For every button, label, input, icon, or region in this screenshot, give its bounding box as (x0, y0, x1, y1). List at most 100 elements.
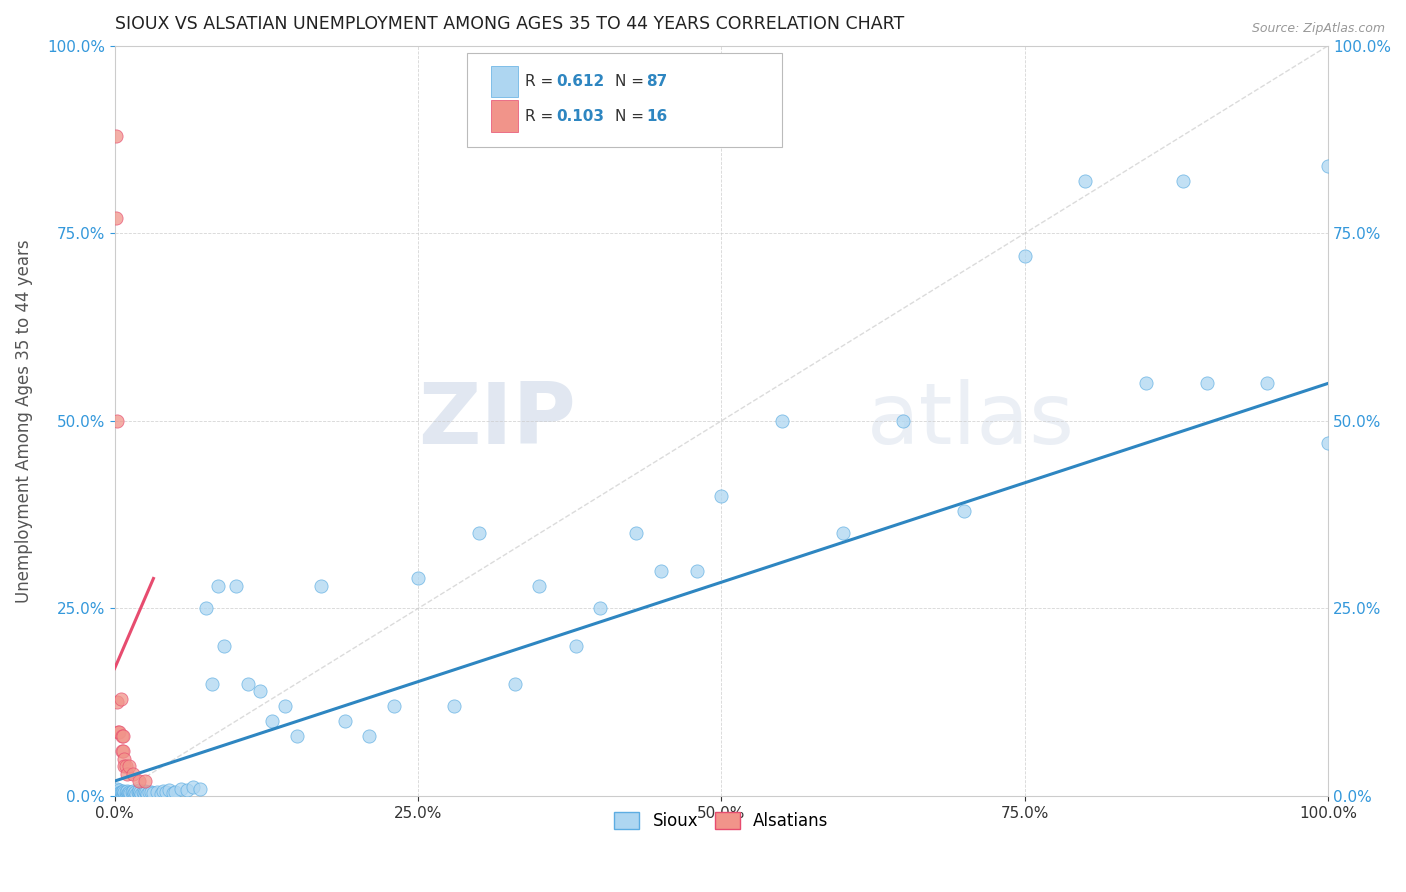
Text: SIOUX VS ALSATIAN UNEMPLOYMENT AMONG AGES 35 TO 44 YEARS CORRELATION CHART: SIOUX VS ALSATIAN UNEMPLOYMENT AMONG AGE… (115, 15, 904, 33)
Point (273, 699, 295, 714)
Point (114, 785, 136, 799)
Point (105, 695, 128, 709)
Point (1171, 174, 1194, 188)
Point (129, 785, 152, 799)
Point (1195, 376, 1218, 391)
Point (207, 579, 229, 593)
Legend: Sioux, Alsatians: Sioux, Alsatians (607, 805, 835, 837)
Point (1014, 249, 1036, 263)
Point (382, 699, 405, 714)
Point (121, 784, 143, 798)
Point (831, 526, 853, 541)
Point (225, 579, 247, 593)
Point (650, 564, 672, 578)
Point (122, 786, 145, 800)
Point (105, 414, 128, 428)
Text: N =: N = (614, 109, 648, 124)
Point (132, 786, 155, 800)
Point (176, 783, 198, 797)
Point (105, 781, 128, 796)
Point (770, 414, 793, 428)
Point (157, 783, 180, 797)
Text: R =: R = (524, 74, 558, 89)
Point (128, 786, 150, 800)
Point (467, 526, 489, 541)
Point (107, 785, 129, 799)
Point (285, 729, 308, 743)
FancyBboxPatch shape (467, 54, 782, 147)
Point (118, 784, 141, 798)
Point (212, 639, 235, 653)
Point (134, 774, 156, 789)
Point (112, 784, 135, 798)
Text: ZIP: ZIP (418, 379, 575, 462)
Point (626, 526, 648, 541)
Point (136, 787, 159, 801)
Text: R =: R = (524, 109, 558, 124)
Point (121, 766, 143, 780)
Point (529, 579, 551, 593)
Point (262, 714, 284, 728)
Point (138, 784, 160, 798)
Text: atlas: atlas (868, 379, 1076, 462)
Point (139, 785, 162, 799)
Point (135, 785, 157, 799)
FancyBboxPatch shape (491, 66, 517, 97)
Text: 87: 87 (647, 74, 668, 89)
Point (118, 759, 141, 773)
Point (503, 676, 526, 690)
Point (1317, 436, 1340, 450)
Point (155, 785, 177, 799)
Point (309, 579, 332, 593)
Point (111, 788, 134, 802)
FancyBboxPatch shape (491, 101, 517, 132)
Point (111, 729, 134, 743)
Point (112, 759, 135, 773)
Point (112, 744, 135, 758)
Point (114, 788, 136, 802)
Text: 0.612: 0.612 (557, 74, 605, 89)
Point (121, 785, 143, 799)
Point (104, 211, 127, 226)
Point (1135, 376, 1157, 391)
Point (131, 787, 153, 801)
Point (131, 784, 153, 798)
Point (165, 784, 187, 798)
Point (149, 787, 172, 801)
Point (162, 786, 184, 800)
Point (114, 759, 136, 773)
Point (121, 787, 143, 801)
Point (115, 766, 138, 780)
Point (183, 780, 205, 794)
Point (110, 691, 132, 706)
Point (108, 783, 131, 797)
Point (107, 725, 129, 739)
Point (201, 676, 224, 690)
Point (104, 128, 127, 143)
Point (686, 564, 709, 578)
Point (112, 784, 135, 798)
Point (112, 787, 135, 801)
Point (108, 725, 131, 739)
Point (125, 787, 148, 801)
Point (111, 744, 134, 758)
Text: Source: ZipAtlas.com: Source: ZipAtlas.com (1251, 22, 1385, 36)
Point (443, 699, 465, 714)
Point (249, 684, 271, 698)
Point (564, 639, 586, 653)
Point (236, 676, 259, 690)
Point (188, 781, 211, 796)
Point (115, 784, 138, 798)
Point (710, 489, 733, 503)
Point (128, 783, 150, 797)
Text: 16: 16 (647, 109, 668, 124)
Point (110, 784, 132, 798)
Point (112, 729, 135, 743)
Point (893, 414, 915, 428)
Point (112, 786, 135, 800)
Point (406, 572, 429, 586)
Text: 0.103: 0.103 (557, 109, 605, 124)
Point (146, 784, 169, 798)
Point (118, 787, 141, 801)
Point (170, 781, 193, 796)
